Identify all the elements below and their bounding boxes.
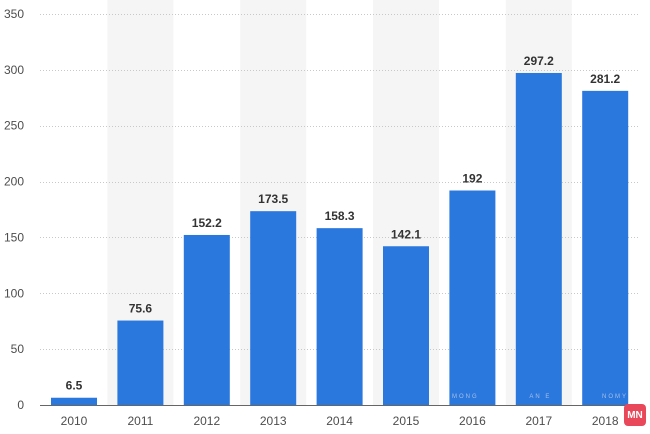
bar[interactable] (316, 228, 363, 405)
x-tick-label: 2012 (193, 414, 220, 428)
y-tick-label: 0 (17, 398, 24, 412)
y-tick-label: 150 (4, 230, 24, 244)
watermark: MONG AN E NOMY (452, 394, 628, 400)
data-label: 297.2 (524, 54, 554, 68)
watermark-word: MONG (452, 394, 479, 400)
bar[interactable] (117, 320, 164, 405)
watermark-word: NOMY (602, 394, 628, 400)
bar[interactable] (183, 234, 230, 405)
y-tick-label: 350 (4, 7, 24, 21)
brand-badge-logo: MN (624, 404, 646, 426)
data-label: 192 (462, 172, 482, 186)
data-label: 158.3 (325, 209, 355, 223)
y-tick-label: 100 (4, 286, 24, 300)
x-tick-label: 2013 (260, 414, 287, 428)
x-tick-label: 2016 (459, 414, 486, 428)
x-tick-label: 2011 (127, 414, 153, 428)
data-label: 75.6 (129, 302, 153, 316)
x-tick-label: 2010 (61, 414, 88, 428)
x-tick-label: 2018 (592, 414, 619, 428)
x-tick-label: 2014 (326, 414, 353, 428)
bar[interactable] (582, 90, 629, 405)
x-tick-label: 2015 (393, 414, 420, 428)
data-label: 281.2 (590, 72, 620, 86)
bar[interactable] (51, 397, 97, 405)
bar[interactable] (383, 246, 429, 405)
bar[interactable] (250, 211, 297, 405)
y-tick-label: 300 (4, 63, 24, 77)
data-label: 142.1 (391, 227, 421, 241)
watermark-word: AN E (529, 394, 552, 400)
y-tick-label: 200 (4, 175, 24, 189)
y-tick-label: 250 (4, 119, 24, 133)
data-label: 152.2 (192, 216, 222, 230)
data-label: 6.5 (66, 379, 83, 393)
bar[interactable] (449, 190, 496, 405)
x-tick-label: 2017 (525, 414, 552, 428)
y-tick-label: 50 (11, 342, 25, 356)
data-label: 173.5 (258, 192, 288, 206)
bar[interactable] (515, 72, 562, 406)
